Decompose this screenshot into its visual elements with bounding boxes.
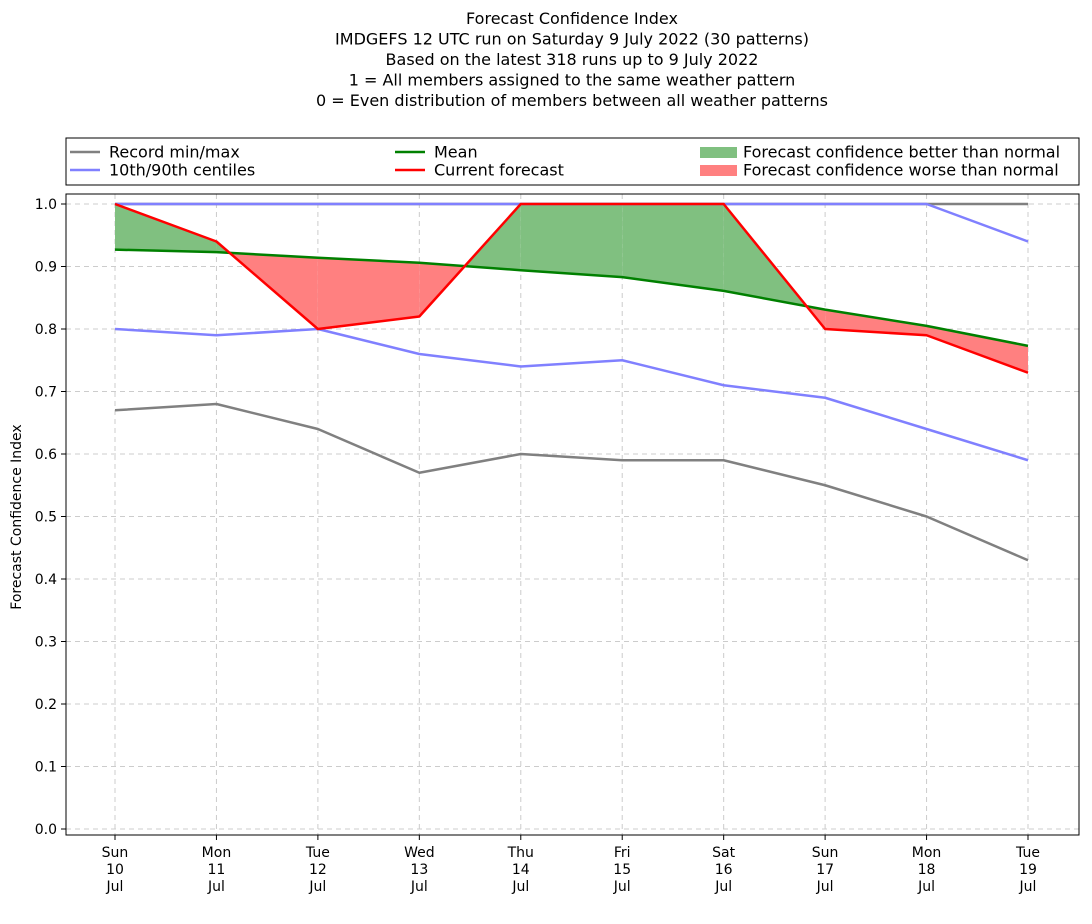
title-line: Based on the latest 318 runs up to 9 Jul…: [386, 50, 759, 69]
x-tick-label: Wed: [404, 845, 435, 861]
x-tick-label: Jul: [714, 879, 732, 895]
x-tick-label: 14: [512, 862, 530, 878]
x-tick-label: Mon: [912, 845, 942, 861]
y-tick-label: 0.1: [35, 760, 57, 776]
series-line-mean: [114, 248, 1029, 348]
x-tick-label: Jul: [917, 879, 935, 895]
x-tick-label: Jul: [613, 879, 631, 895]
chart-title: Forecast Confidence Index IMDGEFS 12 UTC …: [316, 9, 828, 110]
x-tick-label: 18: [918, 862, 936, 878]
x-tick-label: Jul: [207, 879, 225, 895]
fill-worse-than-normal: [926, 325, 1028, 373]
fill-better-than-normal: [520, 204, 623, 278]
title-line: 0 = Even distribution of members between…: [316, 91, 828, 110]
fill-worse-than-normal: [825, 309, 927, 336]
series-line-record-min: [114, 402, 1029, 562]
legend-swatch: [700, 165, 737, 176]
series-line-p10: [114, 327, 1029, 462]
x-tick-label: 16: [715, 862, 733, 878]
y-tick-label: 1.0: [35, 197, 57, 213]
x-tick-label: 10: [106, 862, 124, 878]
legend-label: Current forecast: [434, 161, 564, 180]
x-tick-label: Jul: [410, 879, 428, 895]
x-tick-label: Jul: [308, 879, 326, 895]
y-tick-label: 0.5: [35, 510, 57, 526]
y-tick-label: 0.7: [35, 385, 57, 401]
title-line: IMDGEFS 12 UTC run on Saturday 9 July 20…: [335, 30, 809, 49]
x-tick-label: 17: [816, 862, 834, 878]
title-line: 1 = All members assigned to the same wea…: [349, 71, 796, 90]
fill-better-than-normal: [622, 204, 724, 291]
x-tick-label: 15: [613, 862, 631, 878]
x-tick-label: Fri: [614, 845, 631, 861]
plot-frame: [65, 193, 1080, 836]
legend-label: Forecast confidence worse than normal: [743, 161, 1059, 180]
x-tick-label: 11: [208, 862, 226, 878]
x-tick-label: Sun: [102, 845, 129, 861]
legend-label: 10th/90th centiles: [109, 161, 255, 180]
y-tick-label: 0.4: [35, 572, 57, 588]
legend-label: Mean: [434, 143, 478, 162]
legend-label: Forecast confidence better than normal: [743, 143, 1060, 162]
x-tick-label: Jul: [511, 879, 529, 895]
x-tick-label: 13: [410, 862, 428, 878]
legend-swatch: [700, 147, 737, 158]
x-tick-label: 19: [1019, 862, 1037, 878]
y-tick-label: 0.6: [35, 447, 57, 463]
x-tick-label: Mon: [202, 845, 232, 861]
x-tick-label: Sun: [812, 845, 839, 861]
legend-box: [65, 137, 1080, 186]
x-tick-label: 12: [309, 862, 327, 878]
grid: [66, 194, 1079, 835]
y-tick-label: 0.3: [35, 635, 57, 651]
x-tick-label: Tue: [1015, 845, 1040, 861]
x-tick-label: Jul: [1019, 879, 1037, 895]
x-tick-label: Jul: [816, 879, 834, 895]
confidence-fills: [115, 204, 1028, 373]
y-tick-label: 0.0: [35, 822, 57, 838]
axes: 0.00.10.20.30.40.50.60.70.80.91.0Sun10Ju…: [35, 193, 1080, 895]
legend-label: Record min/max: [109, 143, 240, 162]
x-tick-label: Sat: [712, 845, 735, 861]
y-tick-label: 0.8: [35, 322, 57, 338]
x-tick-label: Tue: [305, 845, 330, 861]
fill-worse-than-normal: [317, 257, 420, 329]
y-tick-label: 0.2: [35, 697, 57, 713]
title-line: Forecast Confidence Index: [466, 9, 678, 28]
x-tick-label: Thu: [507, 845, 534, 861]
y-axis-label: Forecast Confidence Index: [9, 424, 25, 609]
fill-better-than-normal: [115, 204, 217, 253]
fill-worse-than-normal: [229, 252, 318, 329]
series-lines: [114, 202, 1029, 562]
series-line-current: [114, 202, 1029, 374]
x-tick-label: Jul: [106, 879, 124, 895]
y-tick-label: 0.9: [35, 260, 57, 276]
